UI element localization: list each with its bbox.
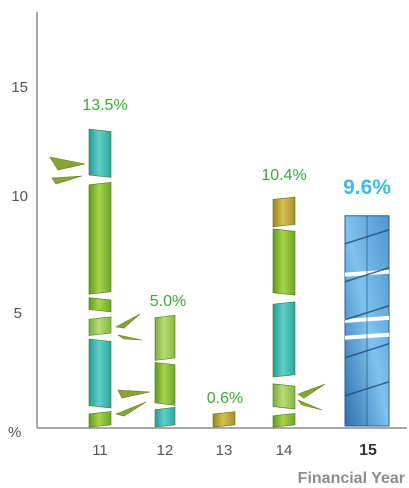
bar bbox=[154, 314, 176, 428]
value-label: 10.4% bbox=[261, 167, 306, 184]
bamboo-leaf-icon bbox=[297, 383, 326, 399]
bar bbox=[272, 196, 296, 428]
x-tick-label: 12 bbox=[157, 442, 174, 459]
bamboo-leaf-icon bbox=[49, 156, 86, 171]
bar-segment bbox=[88, 316, 112, 336]
x-tick-label: 14 bbox=[276, 442, 293, 459]
bar bbox=[212, 411, 236, 428]
bar bbox=[88, 128, 112, 428]
bar-segment bbox=[88, 411, 112, 428]
value-label: 13.5% bbox=[82, 97, 127, 114]
bar-segment bbox=[272, 196, 296, 228]
y-tick-label: 15 bbox=[11, 79, 28, 96]
bar-segment bbox=[272, 228, 296, 296]
value-label: 5.0% bbox=[150, 293, 186, 310]
bamboo-leaf-icon bbox=[51, 175, 83, 185]
value-label: 0.6% bbox=[207, 390, 243, 407]
x-tick-label: 11 bbox=[92, 442, 108, 459]
bamboo-leaf-icon bbox=[117, 389, 151, 399]
bar-segment bbox=[154, 314, 176, 361]
bamboo-leaf-icon bbox=[297, 399, 323, 411]
bars-layer bbox=[49, 128, 390, 428]
x-tick-label: 13 bbox=[216, 442, 233, 459]
bar-highlight bbox=[344, 215, 390, 427]
bar-segment bbox=[154, 362, 176, 406]
bar-segment bbox=[272, 301, 296, 378]
bamboo-leaf-icon bbox=[115, 313, 141, 329]
x-tick-label-highlight: 15 bbox=[359, 442, 377, 459]
y-axis-unit-label: % bbox=[8, 424, 21, 441]
bar-segment bbox=[272, 383, 296, 410]
bar-segment bbox=[154, 406, 176, 428]
bar-segment bbox=[88, 297, 112, 313]
bar-segment bbox=[88, 182, 112, 295]
bar-segment bbox=[272, 413, 296, 428]
bar-segment bbox=[88, 338, 112, 409]
bar-segment bbox=[88, 128, 112, 178]
bamboo-leaf-icon bbox=[115, 401, 147, 417]
y-tick-label: 5 bbox=[14, 305, 22, 322]
value-label-highlight: 9.6% bbox=[343, 176, 391, 199]
x-axis-title: Financial Year bbox=[298, 470, 405, 487]
bar-segment bbox=[212, 411, 236, 428]
y-tick-label: 10 bbox=[11, 188, 28, 205]
bamboo-leaf-icon bbox=[117, 334, 143, 341]
